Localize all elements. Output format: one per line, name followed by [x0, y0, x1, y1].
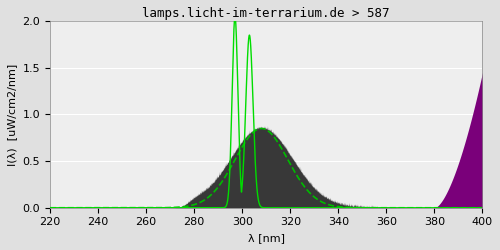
X-axis label: λ [nm]: λ [nm] [248, 233, 284, 243]
Y-axis label: I(λ)  [uW/cm2/nm]: I(λ) [uW/cm2/nm] [7, 63, 17, 166]
Title: lamps.licht-im-terrarium.de > 587: lamps.licht-im-terrarium.de > 587 [142, 7, 390, 20]
